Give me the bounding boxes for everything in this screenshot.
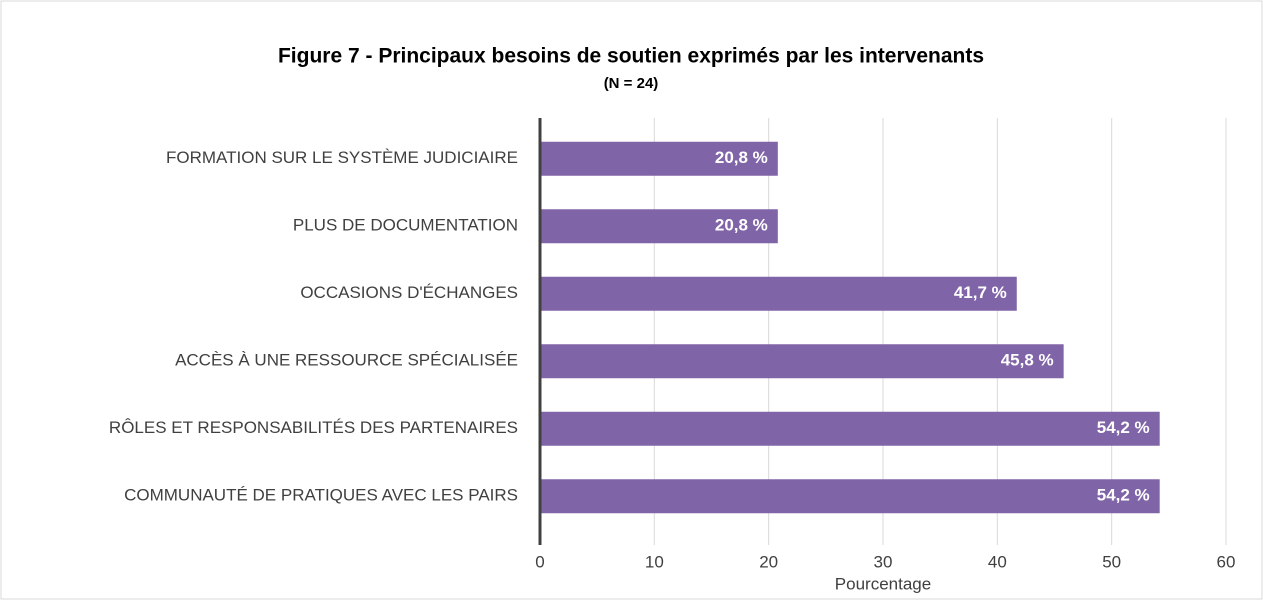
x-tick-label: 0 [535,552,544,571]
y-tick-label: ACCÈS À UNE RESSOURCE SPÉCIALISÉE [175,351,518,370]
y-tick-label: FORMATION SUR LE SYSTÈME JUDICIAIRE [166,148,518,167]
x-tick-label: 60 [1217,552,1236,571]
x-tick-label: 10 [645,552,664,571]
value-label: 20,8 % [715,148,768,167]
value-label: 45,8 % [1001,351,1054,370]
x-tick-label: 40 [988,552,1007,571]
bar [540,344,1064,379]
y-tick-label: RÔLES ET RESPONSABILITÉS DES PARTENAIRES [109,418,518,437]
y-tick-label: OCCASIONS D'ÉCHANGES [300,283,518,302]
x-tick-label: 50 [1102,552,1121,571]
x-axis-label: Pourcentage [835,574,931,593]
value-label: 20,8 % [715,216,768,235]
y-tick-label: PLUS DE DOCUMENTATION [293,216,518,235]
chart-subtitle: (N = 24) [604,75,659,92]
chart-title: Figure 7 - Principaux besoins de soutien… [278,45,984,68]
bar [540,411,1160,446]
bar [540,209,778,244]
y-tick-label: COMMUNAUTÉ DE PRATIQUES AVEC LES PAIRS [124,486,518,505]
x-tick-label: 30 [874,552,893,571]
x-tick-label: 20 [759,552,778,571]
value-label: 41,7 % [954,283,1007,302]
bar [540,479,1160,514]
value-label: 54,2 % [1097,486,1150,505]
value-label: 54,2 % [1097,418,1150,437]
bar [540,276,1017,311]
bar [540,141,778,176]
